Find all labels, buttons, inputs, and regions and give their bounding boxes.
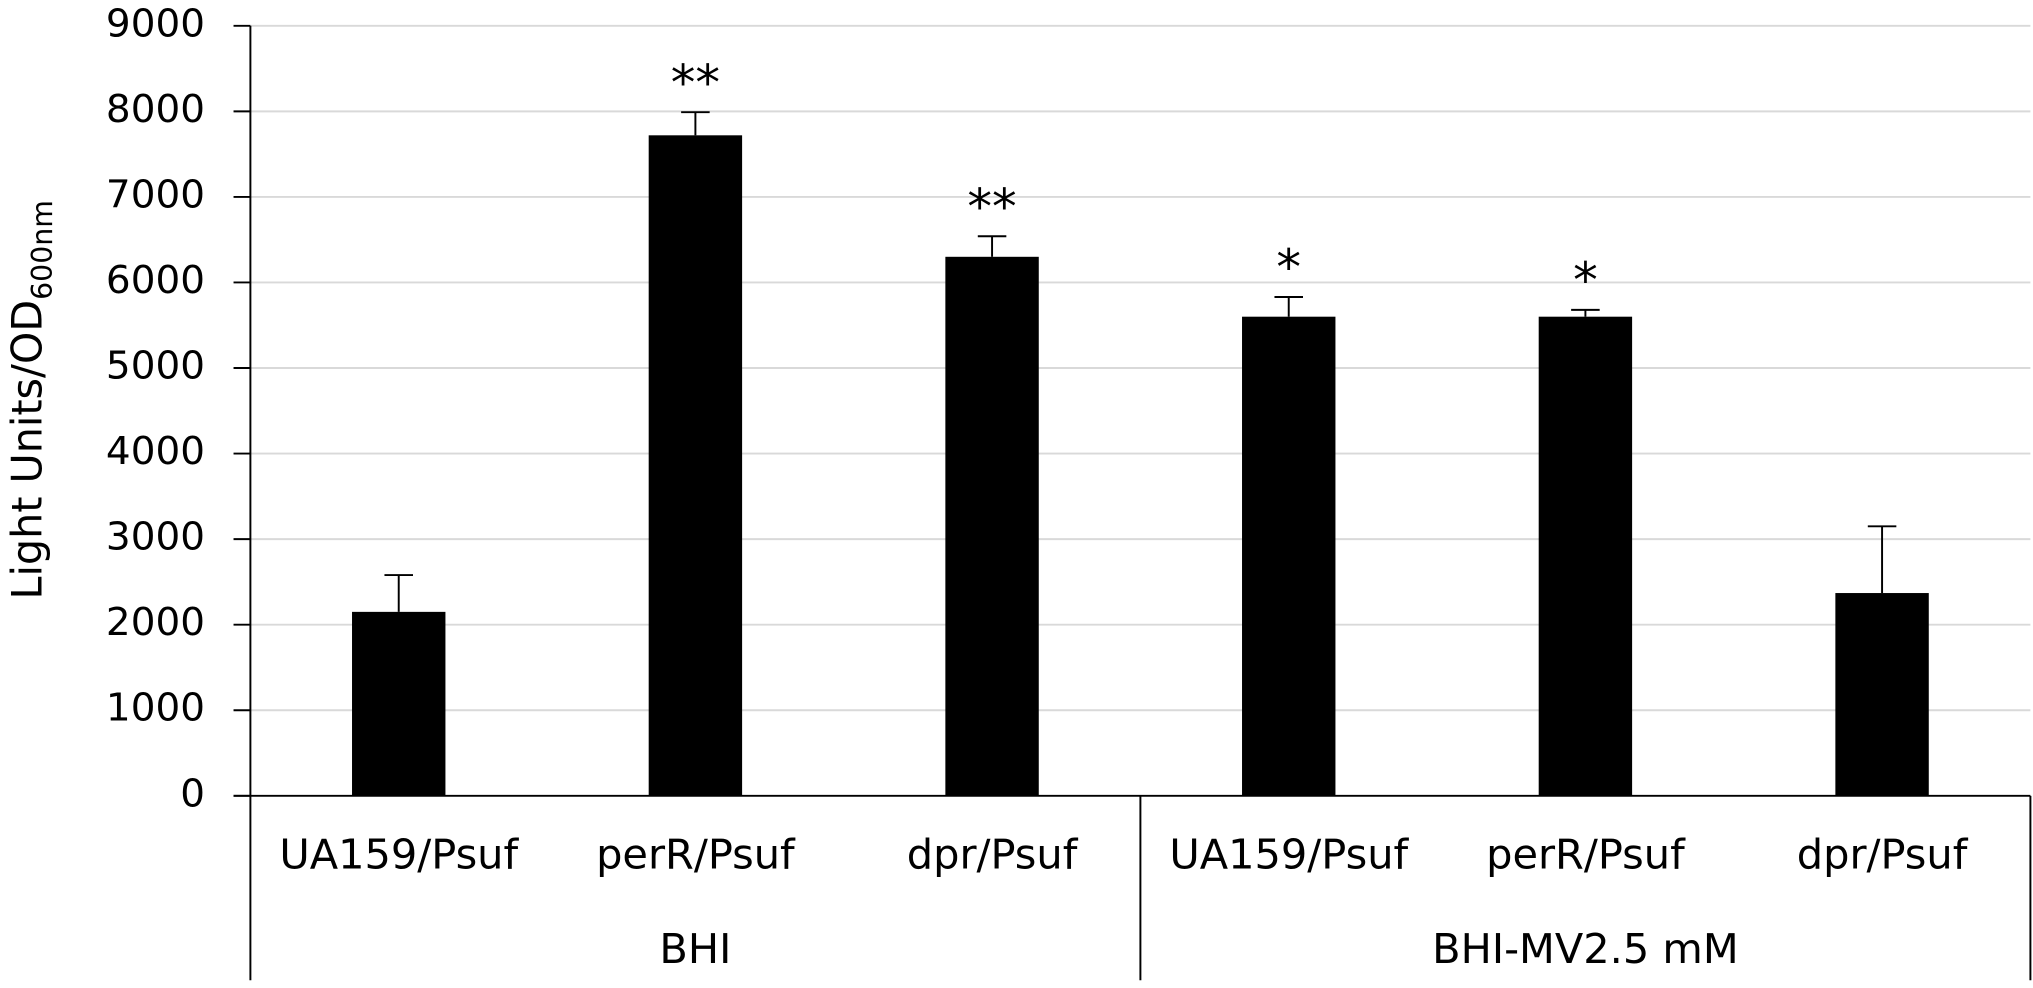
significance-label: ** <box>967 178 1016 236</box>
group-label: BHI <box>659 925 731 973</box>
x-tick-label: dpr/Psuf <box>907 831 1079 879</box>
y-axis-title: Light Units/OD600nm <box>3 200 59 599</box>
bar <box>1835 593 1929 796</box>
x-tick-label: UA159/Psuf <box>1169 831 1409 879</box>
y-tick-label: 3000 <box>106 515 205 560</box>
y-tick-label: 4000 <box>106 429 205 474</box>
x-tick-label: UA159/Psuf <box>279 831 519 879</box>
group-label: BHI-MV2.5 mM <box>1432 925 1738 973</box>
y-tick-label: 6000 <box>106 258 205 303</box>
y-axis-title-subscript: 600nm <box>26 200 59 300</box>
y-tick-label: 7000 <box>106 172 205 217</box>
bar <box>945 256 1039 796</box>
y-tick-label: 9000 <box>106 1 205 46</box>
y-tick-label: 0 <box>180 771 205 816</box>
x-tick-label: perR/Psuf <box>1486 831 1686 879</box>
bar <box>1242 316 1336 796</box>
y-tick-label: 2000 <box>106 600 205 645</box>
y-tick-label: 1000 <box>106 686 205 731</box>
significance-label: * <box>1276 238 1301 296</box>
y-axis-title-main: Light Units/OD <box>3 300 51 600</box>
significance-label: * <box>1573 251 1598 309</box>
y-tick-label: 8000 <box>106 87 205 132</box>
x-tick-label: dpr/Psuf <box>1797 831 1969 879</box>
y-tick-label: 5000 <box>106 344 205 389</box>
bar <box>1538 316 1633 796</box>
bar <box>648 135 743 796</box>
x-tick-label: perR/Psuf <box>596 831 796 879</box>
bar <box>352 611 446 796</box>
significance-label: ** <box>671 53 720 111</box>
